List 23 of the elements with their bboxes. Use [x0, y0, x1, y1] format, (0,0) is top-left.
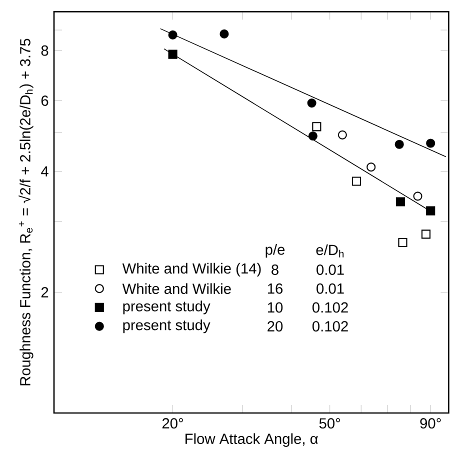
annotation: 8: [272, 264, 278, 275]
annotation: 20: [268, 321, 283, 332]
legend-label: White and Wilkie: [122, 283, 231, 294]
annotation: 0.102: [312, 321, 348, 332]
x-tick-label: 20°: [162, 418, 183, 429]
legend-label: present study: [123, 300, 210, 314]
annotation: 0.102: [312, 302, 348, 313]
y-tick-label: 4: [41, 166, 48, 176]
annotation: 16: [268, 283, 283, 294]
annotation: e/D$_{h}$: [316, 244, 344, 258]
annotation: p/e: [266, 244, 285, 258]
x-tick-label: 90°: [420, 418, 441, 429]
x-tick-label: 50°: [319, 418, 340, 429]
annotation: 0.01: [316, 264, 344, 275]
y-tick-label: 2: [41, 287, 48, 298]
x-axis-title: Flow Attack Angle, α: [186, 433, 318, 447]
y-tick-label: 8: [41, 45, 48, 56]
legend-label: White and Wilkie (14): [122, 262, 261, 277]
legend-label: present study: [123, 319, 210, 334]
y-axis-title: Roughness Function, R$_{e}$$^{+}$ = √2/f + 2.5ln(2e/D$_{h}$) + 3.75: [18, 38, 34, 386]
annotation: 0.01: [316, 283, 344, 294]
annotation: 10: [268, 302, 283, 313]
y-tick-label: 6: [41, 96, 48, 106]
